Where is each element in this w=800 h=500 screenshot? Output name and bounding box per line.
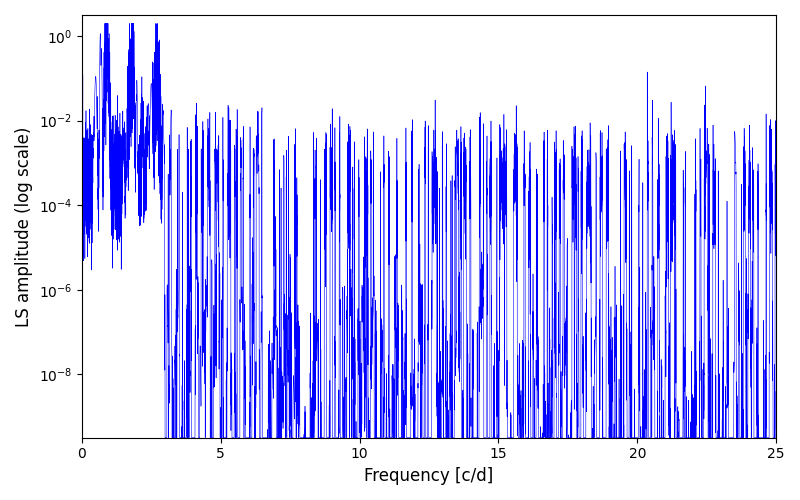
Y-axis label: LS amplitude (log scale): LS amplitude (log scale) xyxy=(15,126,33,326)
X-axis label: Frequency [c/d]: Frequency [c/d] xyxy=(364,467,494,485)
